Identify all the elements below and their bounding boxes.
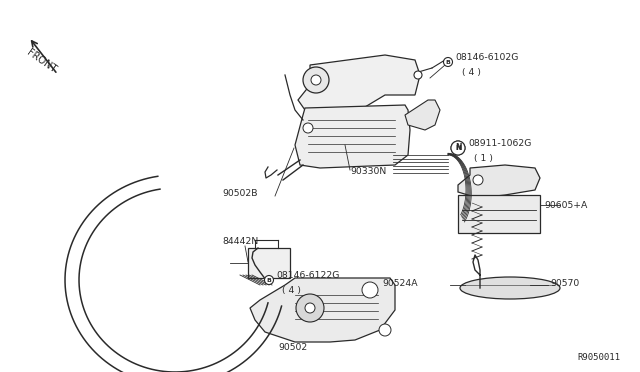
Text: ( 1 ): ( 1 ) — [474, 154, 493, 163]
Polygon shape — [295, 105, 410, 168]
Circle shape — [414, 71, 422, 79]
Text: 90502B: 90502B — [222, 189, 257, 199]
Bar — [248, 248, 290, 278]
Circle shape — [303, 67, 329, 93]
Polygon shape — [458, 165, 540, 198]
Text: R9050011: R9050011 — [577, 353, 620, 362]
Circle shape — [303, 123, 313, 133]
Circle shape — [305, 303, 315, 313]
Ellipse shape — [460, 277, 560, 299]
Text: FRONT: FRONT — [25, 48, 58, 75]
Text: 08146-6102G: 08146-6102G — [455, 54, 518, 62]
Text: 90570: 90570 — [550, 279, 579, 288]
Text: N: N — [455, 145, 461, 151]
Text: ( 4 ): ( 4 ) — [282, 286, 301, 295]
Text: 08146-6122G: 08146-6122G — [276, 272, 339, 280]
Text: 90605+A: 90605+A — [544, 201, 588, 209]
Circle shape — [362, 282, 378, 298]
Text: 90524A: 90524A — [382, 279, 418, 288]
Circle shape — [451, 141, 465, 155]
Text: B: B — [267, 278, 271, 282]
Text: 90330N: 90330N — [350, 167, 387, 176]
Text: 90502: 90502 — [278, 343, 307, 353]
Circle shape — [451, 141, 465, 155]
Text: N: N — [455, 144, 461, 153]
Circle shape — [296, 294, 324, 322]
Bar — [458, 195, 540, 233]
Circle shape — [444, 58, 452, 67]
Text: 84442N: 84442N — [222, 237, 259, 247]
Circle shape — [311, 75, 321, 85]
Circle shape — [264, 276, 273, 285]
Circle shape — [379, 324, 391, 336]
Text: 08911-1062G: 08911-1062G — [468, 140, 531, 148]
Polygon shape — [405, 100, 440, 130]
Circle shape — [473, 175, 483, 185]
Polygon shape — [250, 278, 395, 342]
Text: B: B — [445, 60, 451, 64]
Polygon shape — [298, 55, 420, 110]
Text: ( 4 ): ( 4 ) — [462, 67, 481, 77]
